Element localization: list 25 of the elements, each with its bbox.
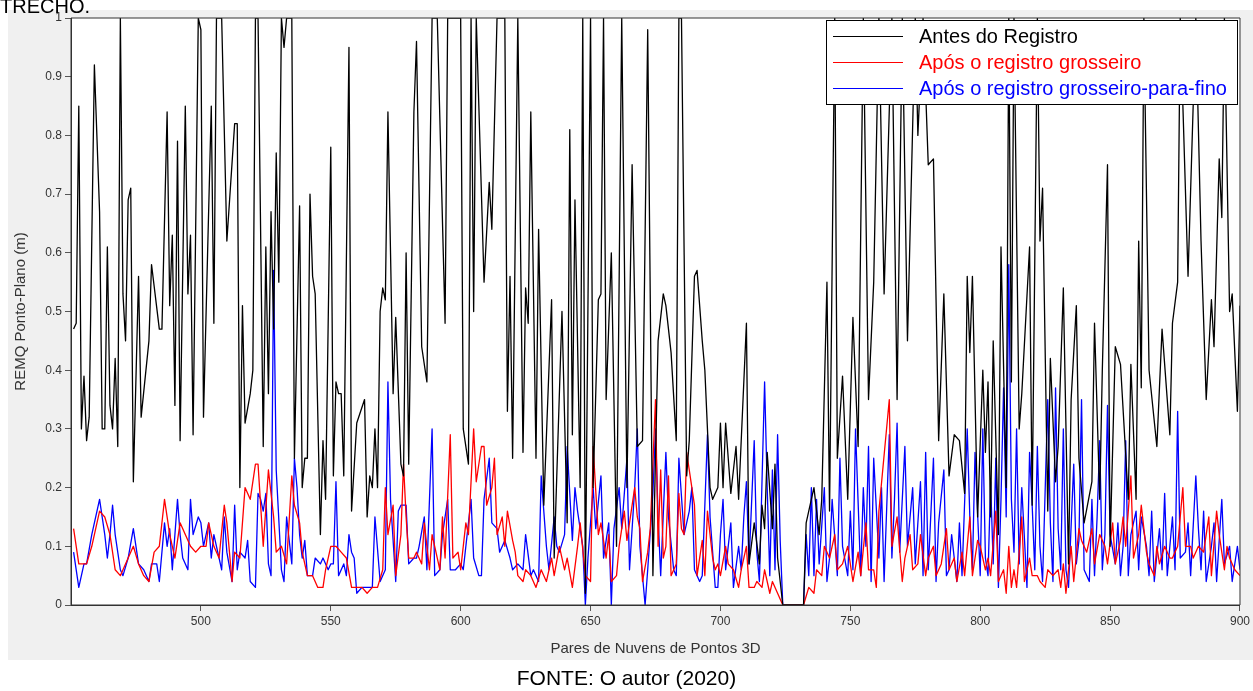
y-tick-label: 0.8 xyxy=(45,127,63,142)
y-tick-label: 0.4 xyxy=(45,362,63,377)
x-axis-title: Pares de Nuvens de Pontos 3D xyxy=(550,639,761,657)
y-tick-label: 0.5 xyxy=(45,303,63,318)
y-axis-title: REMQ Ponto-Plano (m) xyxy=(11,232,29,391)
x-tick-label: 900 xyxy=(1229,613,1251,628)
x-tick-label: 500 xyxy=(190,613,212,628)
x-tick-label: 750 xyxy=(840,613,861,628)
x-tick-label: 550 xyxy=(320,613,342,628)
y-tick-label: 0.7 xyxy=(45,186,63,201)
y-tick-label: 0.3 xyxy=(45,421,63,436)
y-tick-label: 0.6 xyxy=(45,245,63,260)
source-note: FONTE: O autor (2020) xyxy=(515,666,738,690)
x-tick-label: 850 xyxy=(1100,613,1121,628)
x-tick-label: 600 xyxy=(450,613,471,628)
y-tick-label: 0.1 xyxy=(45,538,63,553)
x-tick-label: 800 xyxy=(970,613,991,628)
y-tick-label: 0.9 xyxy=(45,69,63,84)
y-tick-label: 0.2 xyxy=(45,479,63,494)
x-tick-label: 650 xyxy=(580,613,601,628)
x-tick-label: 700 xyxy=(710,613,731,628)
legend-label: Antes do Registro xyxy=(918,24,1078,49)
legend-label: Após o registro grosseiro-para-fino xyxy=(918,76,1227,101)
legend-label: Após o registro grosseiro xyxy=(918,50,1142,75)
y-tick-label: 0 xyxy=(55,597,63,612)
